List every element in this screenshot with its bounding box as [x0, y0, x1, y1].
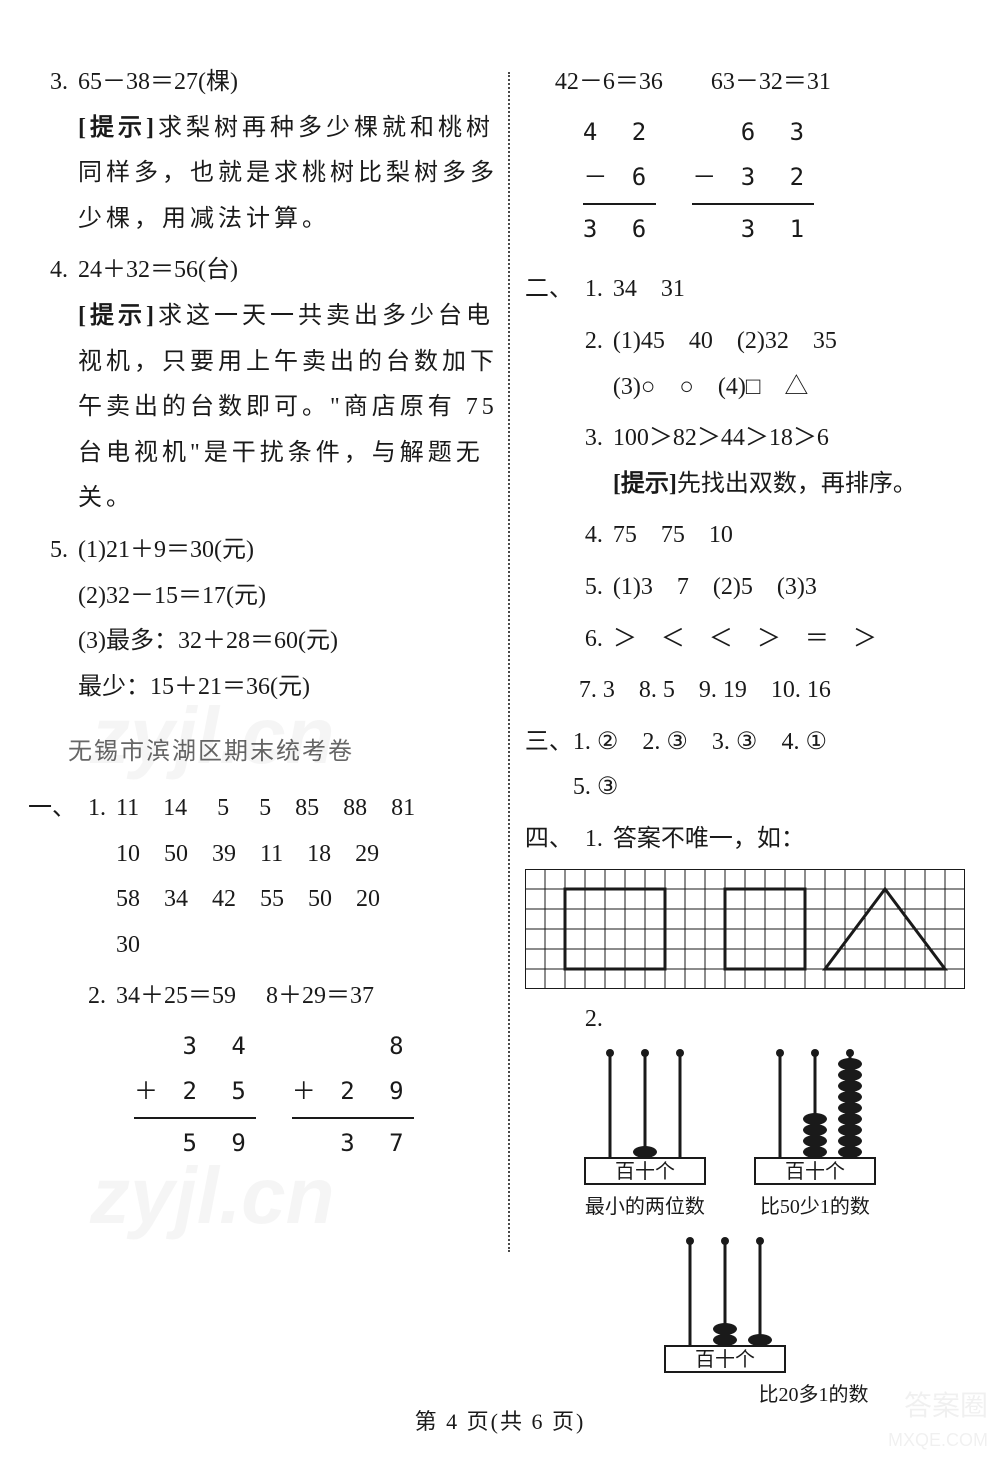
s1q1: 一、 1. 11 14 5 5 85 88 8110 50 39 11 18 2… — [28, 786, 505, 968]
corner-watermark: 答案圈MXQE.COM — [888, 1391, 988, 1453]
column-divider — [508, 72, 510, 1252]
abacus-row-2: 百十个比20多1的数 — [655, 1236, 972, 1414]
q3-hint: [提示]求梨树再种多少棵就和桃树同样多，也就是求桃树比梨树多多少棵，用减法计算。 — [78, 106, 505, 243]
page-body: 3. 65－38＝27(棵) [提示]求梨树再种多少棵就和桃树同样多，也就是求桃… — [0, 0, 1000, 1454]
svg-text:百十个: 百十个 — [695, 1348, 755, 1371]
q5-num: 5. — [28, 528, 78, 574]
s2q1-txt: 34 31 — [613, 267, 972, 313]
s2q3-txt: 100＞82＞44＞18＞6 — [613, 416, 972, 462]
svg-text:百十个: 百十个 — [785, 1160, 845, 1183]
abacus-row-1: 百十个最小的两位数百十个比50少1的数 — [575, 1048, 972, 1226]
q4: 4. 24＋32＝56(台) [提示]求这一天一共卖出多少台电视机，只要用上午卖… — [28, 248, 505, 522]
s2q2-l1: (1)45 40 (2)32 35 — [613, 319, 972, 365]
s4q2: 2. — [525, 997, 972, 1043]
q3-num: 3. — [28, 60, 78, 106]
right-column: 42－6＝36 63－32＝31 4 2－ 63 66 3－ 3 23 1 二、… — [525, 60, 972, 1414]
sec2-label: 二、 — [525, 267, 573, 313]
s2q1-num: 1. — [573, 267, 613, 313]
q5-body: (1)21＋9＝30(元)(2)32－15＝17(元)(3)最多：32＋28＝6… — [78, 528, 505, 710]
s2q3-hint: [提示]先找出双数，再排序。 — [613, 462, 972, 508]
left-column: 3. 65－38＝27(棵) [提示]求梨树再种多少棵就和桃树同样多，也就是求桃… — [28, 60, 505, 1414]
s4q1: 四、1.答案不唯一，如： — [525, 817, 972, 863]
s2q7: 7. 3 8. 5 9. 19 10. 16 — [525, 668, 972, 714]
q5: 5. (1)21＋9＝30(元)(2)32－15＝17(元)(3)最多：32＋2… — [28, 528, 505, 710]
shape-grid — [525, 869, 972, 989]
s2q5: 5.(1)3 7 (2)5 (3)3 — [525, 565, 972, 611]
page-footer: 第 4 页(共 6 页) — [0, 1401, 1000, 1443]
s1q2-num: 2. — [76, 974, 116, 1020]
s2q6: 6.＞ ＜ ＜ ＞ ＝ ＞ — [525, 617, 972, 663]
q4-hint: [提示]求这一天一共卖出多少台电视机，只要用上午卖出的台数加下午卖出的台数即可。… — [78, 294, 505, 522]
s1q2-line: 34＋25＝59 8＋29＝37 — [116, 974, 505, 1020]
q4-hint-text: 求这一天一共卖出多少台电视机，只要用上午卖出的台数加下午卖出的台数即可。"商店原… — [78, 303, 498, 511]
hint-label: [提示] — [78, 115, 158, 141]
s2q2-l2: (3)○ ○ (4)□ △ — [613, 365, 972, 411]
q3-eq: 65－38＝27(棵) — [78, 60, 505, 106]
s1q2-body: 34＋25＝59 8＋29＝37 3 4＋ 2 55 98＋ 2 93 7 — [116, 974, 505, 1167]
s3: 三、1. ② 2. ③ 3. ③ 4. ①5. ③ — [525, 720, 972, 811]
s3-l1: 1. ② 2. ③ 3. ③ 4. ① — [573, 720, 972, 766]
s2q1: 二、 1. 34 31 — [525, 267, 972, 313]
s1q1-num: 1. — [76, 786, 116, 832]
section-title: 无锡市滨湖区期末统考卷 — [68, 730, 505, 776]
s1q2: 2. 34＋25＝59 8＋29＝37 3 4＋ 2 55 98＋ 2 93 7 — [28, 974, 505, 1167]
q4-eq: 24＋32＝56(台) — [78, 248, 505, 294]
q3: 3. 65－38＝27(棵) [提示]求梨树再种多少棵就和桃树同样多，也就是求桃… — [28, 60, 505, 242]
sec1-label: 一、 — [28, 786, 76, 832]
s1q2-calcs: 3 4＋ 2 55 98＋ 2 93 7 — [116, 1024, 505, 1168]
hint-label: [提示] — [78, 303, 158, 329]
s3-l2: 5. ③ — [573, 765, 972, 811]
s2q3: 3.100＞82＞44＞18＞6[提示]先找出双数，再排序。 — [525, 416, 972, 507]
q4-num: 4. — [28, 248, 78, 294]
sec3-label: 三、 — [525, 720, 573, 766]
sec4-label: 四、 — [525, 817, 573, 863]
top-calcs: 4 2－ 63 66 3－ 3 23 1 — [565, 110, 972, 254]
s1q1-body: 11 14 5 5 85 88 8110 50 39 11 18 2958 34… — [116, 786, 505, 968]
top-line: 42－6＝36 63－32＝31 — [555, 60, 972, 106]
svg-text:百十个: 百十个 — [615, 1160, 675, 1183]
s2q4: 4.75 75 10 — [525, 513, 972, 559]
s2q2: 2.(1)45 40 (2)32 35(3)○ ○ (4)□ △ — [525, 319, 972, 410]
